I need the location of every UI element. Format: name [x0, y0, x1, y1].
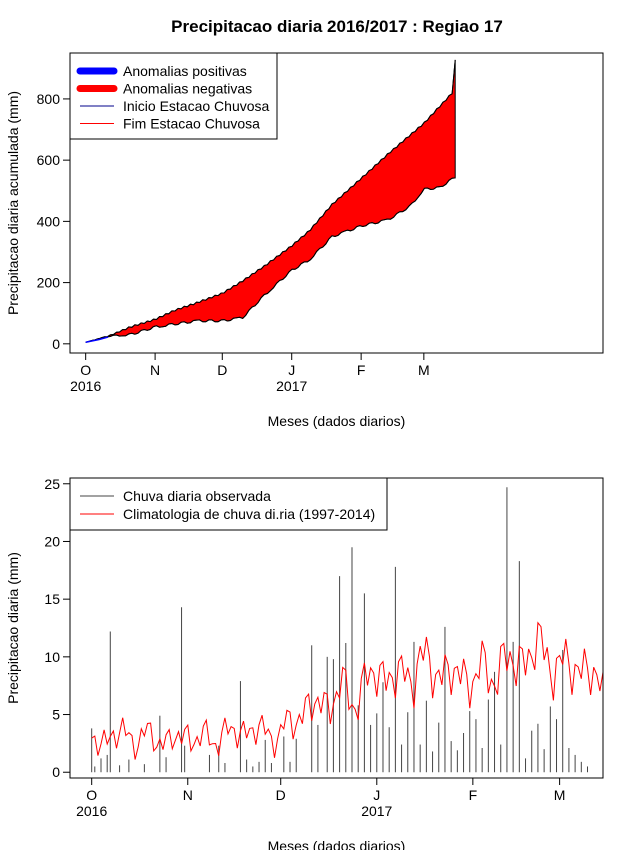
top-x-tick-label: D — [217, 362, 227, 378]
bottom-x-tick-label: J — [373, 787, 380, 803]
bottom-y-tick-label: 25 — [44, 476, 60, 492]
top-y-tick-label: 800 — [37, 91, 61, 107]
bottom-x-year-label: 2016 — [76, 803, 107, 819]
bottom-y-tick-label: 0 — [52, 764, 60, 780]
top-x-tick-label: O — [80, 362, 91, 378]
bottom-x-tick-label: F — [469, 787, 478, 803]
climatology-daily-line — [91, 621, 604, 760]
top-legend-box — [69, 52, 278, 140]
top-x-axis-label: Meses (dados diarios) — [268, 413, 406, 429]
bottom-y-tick-label: 20 — [44, 533, 60, 549]
top-x-tick-label: N — [150, 362, 160, 378]
top-x-tick-label: J — [288, 362, 295, 378]
top-plot-frame — [69, 52, 604, 354]
bottom-legend-box — [69, 477, 388, 531]
legend-label: Climatologia de chuva di.ria (1997-2014) — [123, 506, 375, 522]
bottom-y-tick-label: 5 — [52, 707, 60, 723]
top-x-tick-label: F — [357, 362, 366, 378]
bottom-x-tick-label: D — [276, 787, 286, 803]
legend-label: Anomalias positivas — [123, 63, 247, 79]
top-x-tick-label: M — [418, 362, 430, 378]
bottom-y-tick-label: 10 — [44, 649, 60, 665]
legend-label: Fim Estacao Chuvosa — [123, 116, 260, 132]
observed-cumulative-line — [85, 177, 456, 343]
legend-label: Anomalias negativas — [123, 81, 252, 97]
top-legend: Anomalias positivas Anomalias negativasIn… — [69, 52, 278, 140]
legend-label: Inicio Estacao Chuvosa — [123, 98, 270, 114]
bottom-x-tick-label: N — [183, 787, 193, 803]
top-x-year-label: 2017 — [276, 378, 307, 394]
top-x-year-label: 2016 — [70, 378, 101, 394]
top-y-tick-label: 400 — [37, 213, 61, 229]
bottom-y-tick-label: 15 — [44, 591, 60, 607]
climatology-cumulative-line — [85, 59, 456, 343]
bottom-x-year-label: 2017 — [361, 803, 392, 819]
top-y-tick-label: 600 — [37, 152, 61, 168]
bottom-x-axis-label: Meses (dados diarios) — [268, 838, 406, 850]
top-y-tick-label: 200 — [37, 275, 61, 291]
bottom-x-tick-label: O — [86, 787, 97, 803]
bottom-legend: Chuva diaria observada Climatologia de ch… — [69, 477, 388, 531]
top-y-axis-label: Precipitacao diaria acumulada (mm) — [5, 91, 21, 315]
bottom-x-tick-label: M — [554, 787, 566, 803]
top-y-tick-label: 0 — [52, 336, 60, 352]
legend-label: Chuva diaria observada — [123, 488, 271, 504]
positive-anomaly-segment — [85, 336, 109, 344]
figure-title: Precipitacao diaria 2016/2017 : Regiao 1… — [171, 17, 503, 36]
bottom-y-axis-label: Precipitacao diaria (mm) — [5, 552, 21, 704]
